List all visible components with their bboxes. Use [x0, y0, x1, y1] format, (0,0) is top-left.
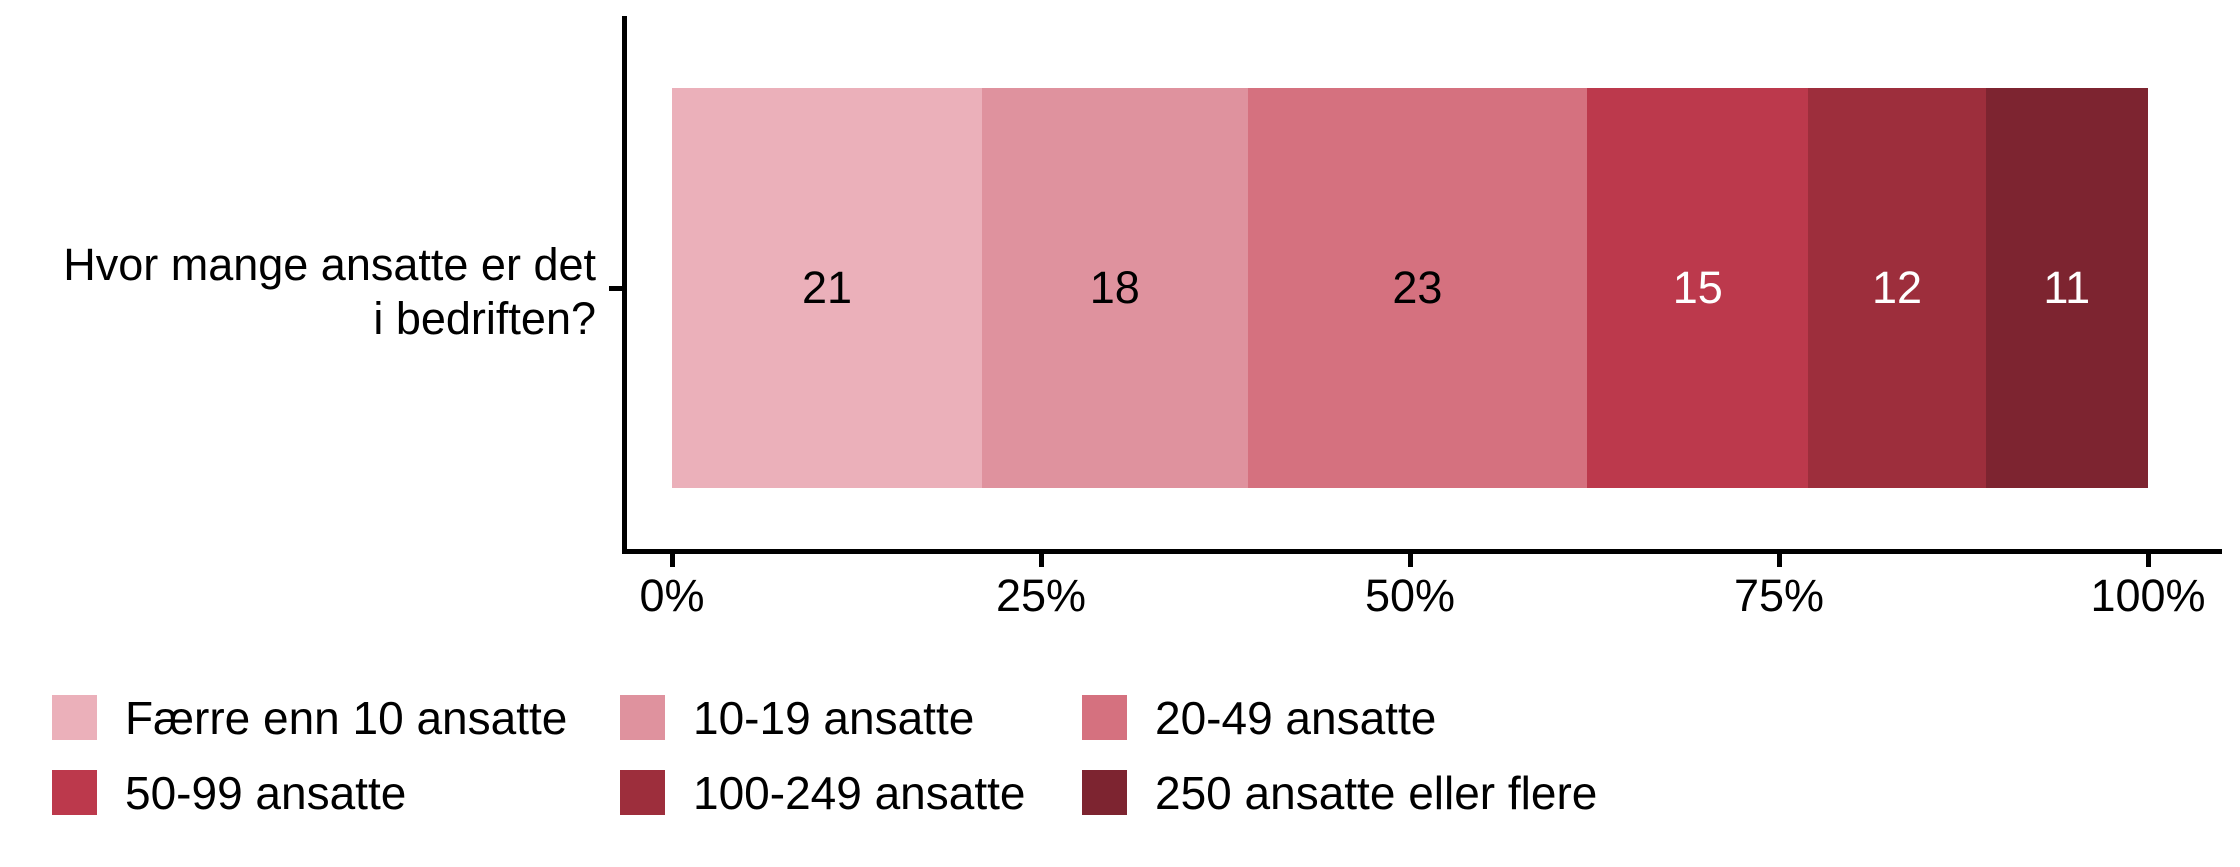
bar-segment-value: 18	[1089, 262, 1140, 313]
bar-segment: 12	[1808, 88, 1986, 488]
x-axis-tick	[2145, 554, 2151, 567]
x-axis-tick-label: 75%	[1733, 570, 1825, 621]
bar-segment-value: 11	[2043, 262, 2091, 313]
legend-swatch	[52, 770, 97, 815]
x-axis-tick-label: 100%	[2090, 570, 2206, 621]
legend-item: 100-249 ansatte	[620, 767, 1026, 819]
y-axis-line	[622, 16, 627, 554]
bar-segment-value: 12	[1872, 262, 1923, 313]
category-axis-label: Hvor mange ansatte er det i bedriften?	[63, 239, 596, 344]
x-axis-tick-label: 25%	[995, 570, 1087, 621]
x-axis-tick	[1407, 554, 1413, 567]
legend-swatch	[620, 770, 665, 815]
legend-swatch	[1082, 695, 1127, 740]
legend-swatch	[52, 695, 97, 740]
legend-label: 100-249 ansatte	[693, 766, 1026, 819]
x-axis-tick-label: 0%	[639, 570, 705, 621]
legend-item: 20-49 ansatte	[1082, 692, 1436, 744]
legend-label: 10-19 ansatte	[693, 691, 975, 744]
legend-label: 20-49 ansatte	[1155, 691, 1437, 744]
legend-item: 250 ansatte eller flere	[1082, 767, 1597, 819]
bar-segment-value: 15	[1672, 262, 1723, 313]
legend-item: 50-99 ansatte	[52, 767, 406, 819]
x-axis-tick	[1038, 554, 1044, 567]
bar-segment-value: 23	[1392, 262, 1443, 313]
bar-segment: 18	[981, 88, 1248, 488]
bar-segment: 11	[1985, 88, 2148, 488]
bar-segment: 21	[672, 88, 982, 488]
legend-label: 250 ansatte eller flere	[1155, 766, 1598, 819]
stacked-bar: 21 18 23 15 12 11	[672, 88, 2148, 488]
bar-segment: 15	[1587, 88, 1809, 488]
bar-segment: 23	[1247, 88, 1588, 488]
x-axis-tick	[1776, 554, 1782, 567]
legend-label: 50-99 ansatte	[125, 766, 407, 819]
legend-swatch	[620, 695, 665, 740]
legend-label: Færre enn 10 ansatte	[125, 691, 568, 744]
legend-item: 10-19 ansatte	[620, 692, 974, 744]
legend-item: Færre enn 10 ansatte	[52, 692, 567, 744]
x-axis-tick	[669, 554, 675, 567]
bar-segment-value: 21	[801, 262, 852, 313]
y-axis-tick	[609, 286, 622, 291]
legend-swatch	[1082, 770, 1127, 815]
x-axis-line	[622, 549, 2222, 554]
x-axis-tick-label: 50%	[1364, 570, 1456, 621]
